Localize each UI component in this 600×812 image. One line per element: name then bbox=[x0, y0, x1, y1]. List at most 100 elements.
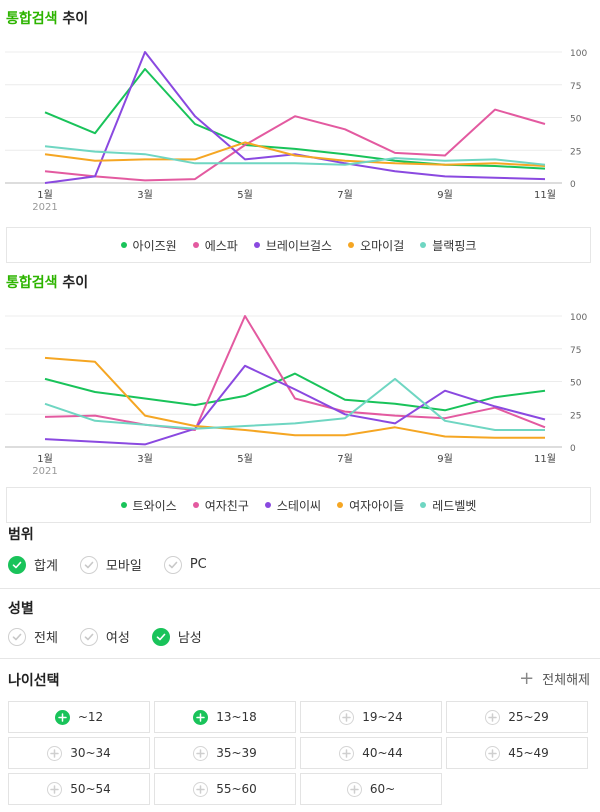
legend-label: 여자아이들 bbox=[349, 498, 405, 513]
age-option-button[interactable]: 55~60 bbox=[154, 773, 296, 805]
plus-circle-icon bbox=[47, 781, 63, 797]
age-option-button[interactable]: 60~ bbox=[300, 773, 442, 805]
series-line-2 bbox=[44, 108, 546, 182]
divider bbox=[0, 588, 600, 589]
legend-dot-icon bbox=[192, 502, 199, 508]
chart-1-legend: 아이즈원 에스파 브레이브걸스 오마이걸 블랙핑크 bbox=[6, 227, 591, 263]
y-tick-label: 25 bbox=[570, 147, 581, 157]
legend-item[interactable]: 레드벨벳 bbox=[420, 497, 476, 514]
x-tick-label: 11월 bbox=[534, 189, 556, 201]
legend-item[interactable]: 여자친구 bbox=[192, 497, 249, 514]
x-tick-label: 11월 bbox=[534, 453, 556, 465]
legend-item[interactable]: 여자아이들 bbox=[337, 497, 404, 514]
chart-2-title-highlight: 통합검색 bbox=[6, 275, 58, 291]
range-option[interactable]: 합계 bbox=[8, 555, 58, 574]
age-option-button[interactable]: 45~49 bbox=[446, 737, 588, 769]
age-option-button[interactable]: 50~54 bbox=[8, 773, 150, 805]
legend-label: 에스파 bbox=[204, 238, 238, 253]
year-label: 2021 bbox=[32, 466, 57, 477]
check-icon bbox=[79, 555, 98, 574]
x-tick-label: 7월 bbox=[337, 453, 353, 465]
plus-circle-icon bbox=[193, 709, 209, 725]
legend-dot-icon bbox=[337, 502, 344, 508]
plus-circle-icon bbox=[339, 745, 355, 761]
x-tick-label: 3월 bbox=[137, 453, 153, 465]
chart-1-title-highlight: 통합검색 bbox=[6, 11, 58, 27]
plus-circle-icon bbox=[485, 745, 501, 761]
legend-dot-icon bbox=[120, 242, 127, 248]
range-label: 범위 bbox=[8, 527, 34, 543]
range-option[interactable]: 모바일 bbox=[79, 555, 142, 574]
chart-1-title: 통합검색 추이 bbox=[6, 8, 88, 28]
y-tick-label: 100 bbox=[570, 49, 587, 59]
age-option-label: 50~54 bbox=[70, 782, 111, 796]
y-tick-label: 75 bbox=[570, 346, 581, 356]
gender-option[interactable]: 남성 bbox=[151, 627, 202, 646]
age-option-button[interactable]: 35~39 bbox=[154, 737, 296, 769]
age-option-label: ~12 bbox=[77, 710, 104, 724]
check-icon bbox=[8, 627, 26, 646]
age-option-button[interactable]: 30~34 bbox=[8, 737, 150, 769]
age-option-button[interactable]: 25~29 bbox=[446, 701, 588, 733]
age-option-label: 35~39 bbox=[216, 746, 257, 760]
x-tick-label: 5월 bbox=[237, 189, 253, 201]
legend-label: 스테이씨 bbox=[276, 498, 322, 513]
y-tick-label: 25 bbox=[570, 411, 581, 421]
legend-item[interactable]: 트와이스 bbox=[120, 497, 177, 514]
legend-label: 브레이브걸스 bbox=[265, 238, 333, 253]
x-tick-label: 9월 bbox=[437, 453, 453, 465]
plus-circle-icon bbox=[485, 709, 501, 725]
range-option[interactable]: PC bbox=[163, 555, 207, 574]
plus-circle-icon bbox=[193, 781, 209, 797]
legend-label: 아이즈원 bbox=[132, 238, 177, 253]
check-icon bbox=[163, 555, 182, 574]
series-line-3 bbox=[44, 51, 546, 184]
plus-circle-icon bbox=[54, 709, 70, 725]
series-line-5 bbox=[44, 145, 546, 166]
plus-circle-icon bbox=[47, 745, 63, 761]
age-option-button[interactable]: 13~18 bbox=[154, 701, 296, 733]
legend-label: 트와이스 bbox=[132, 498, 177, 513]
reset-all-button[interactable]: + 전체해제 bbox=[519, 669, 590, 688]
plus-circle-icon bbox=[339, 709, 355, 725]
legend-item[interactable]: 블랙핑크 bbox=[420, 237, 476, 254]
legend-item[interactable]: 에스파 bbox=[192, 237, 238, 254]
age-option-label: 55~60 bbox=[216, 782, 257, 796]
legend-item[interactable]: 스테이씨 bbox=[264, 497, 322, 514]
gender-option-label: 남성 bbox=[177, 631, 202, 646]
series-line-4 bbox=[44, 356, 545, 439]
age-option-button[interactable]: ~12 bbox=[8, 701, 150, 733]
chart-1-title-rest: 추이 bbox=[57, 11, 89, 27]
age-option-label: 60~ bbox=[369, 782, 396, 796]
chart-2-title: 통합검색 추이 bbox=[6, 272, 88, 292]
x-tick-label: 9월 bbox=[437, 189, 453, 201]
y-tick-label: 50 bbox=[570, 379, 582, 389]
x-tick-label: 3월 bbox=[137, 189, 153, 201]
check-icon bbox=[79, 627, 98, 646]
year-label: 2021 bbox=[32, 202, 57, 213]
check-icon bbox=[151, 627, 170, 646]
y-tick-label: 100 bbox=[570, 313, 587, 323]
gender-option[interactable]: 여성 bbox=[79, 627, 130, 646]
age-label: 나이선택 bbox=[8, 673, 60, 689]
chart-1-plot: 0 25 50 75 100 1월 3월 5월 7월 9월 11월 2021 bbox=[5, 49, 587, 213]
gender-label: 성별 bbox=[8, 601, 34, 617]
reset-all-label: 전체해제 bbox=[542, 673, 590, 688]
legend-item[interactable]: 오마이걸 bbox=[348, 237, 404, 254]
legend-label: 레드벨벳 bbox=[432, 498, 477, 513]
y-tick-label: 0 bbox=[570, 180, 576, 190]
age-option-button[interactable]: 19~24 bbox=[300, 701, 442, 733]
range-option-label: 합계 bbox=[34, 559, 58, 574]
legend-dot-icon bbox=[192, 242, 199, 248]
gender-option[interactable]: 전체 bbox=[8, 627, 58, 646]
age-option-label: 30~34 bbox=[70, 746, 111, 760]
legend-item[interactable]: 브레이브걸스 bbox=[253, 237, 333, 254]
age-option-button[interactable]: 40~44 bbox=[300, 737, 442, 769]
legend-dot-icon bbox=[348, 242, 355, 248]
y-tick-label: 75 bbox=[570, 82, 581, 92]
plus-circle-icon bbox=[193, 745, 209, 761]
legend-dot-icon bbox=[264, 502, 271, 508]
plus-icon: + bbox=[519, 667, 535, 689]
age-option-label: 40~44 bbox=[362, 746, 403, 760]
legend-item[interactable]: 아이즈원 bbox=[120, 237, 177, 254]
